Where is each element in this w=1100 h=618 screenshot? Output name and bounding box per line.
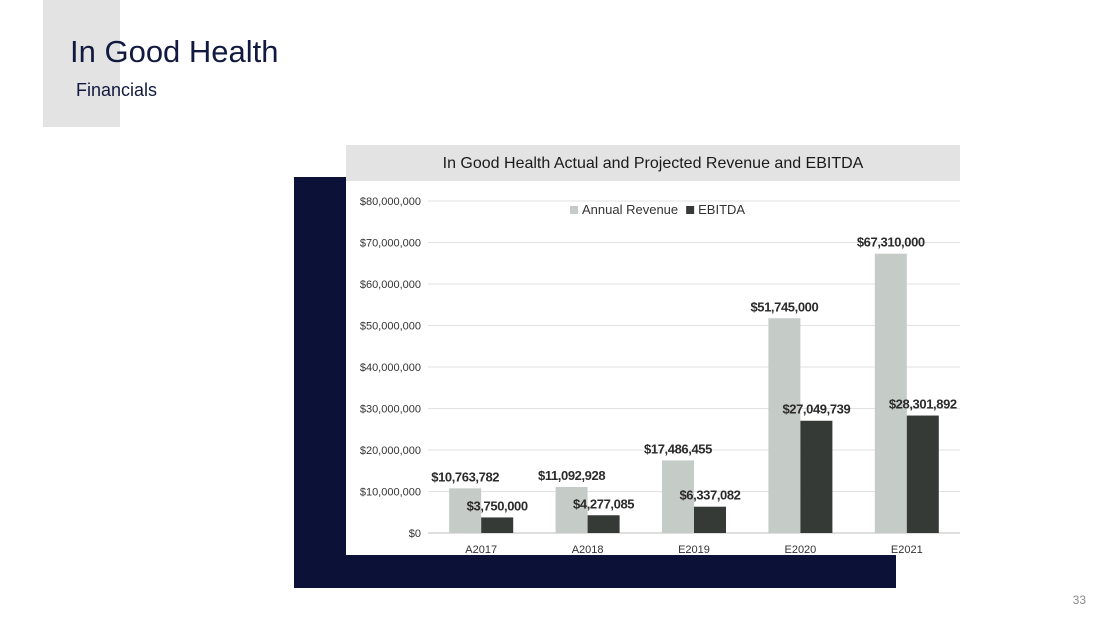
x-tick-label: A2018	[572, 544, 604, 555]
y-tick-label: $60,000,000	[360, 279, 421, 291]
ebitda-bar	[587, 515, 620, 533]
ebitda-data-label: $6,337,082	[679, 488, 740, 503]
x-tick-label: E2021	[891, 544, 923, 555]
revenue-bar	[768, 318, 801, 533]
revenue-bar	[662, 460, 694, 533]
revenue-bar	[874, 253, 907, 533]
y-tick-label: $70,000,000	[360, 238, 421, 250]
revenue-data-label: $10,763,782	[431, 469, 499, 484]
ebitda-bar	[481, 517, 514, 533]
ebitda-bar	[694, 506, 726, 533]
x-tick-label: A2017	[465, 544, 497, 555]
ebitda-data-label: $3,750,000	[467, 498, 528, 513]
title-accent-block	[43, 0, 120, 127]
revenue-bar	[449, 488, 482, 533]
ebitda-bar	[906, 415, 939, 533]
slide-title: In Good Health	[70, 34, 279, 69]
y-tick-label: $30,000,000	[360, 404, 421, 416]
revenue-data-label: $11,092,928	[538, 468, 605, 483]
legend-swatch-revenue	[570, 206, 578, 214]
page-number: 33	[1072, 593, 1086, 607]
y-tick-label: $40,000,000	[360, 362, 421, 374]
y-tick-label: $10,000,000	[360, 487, 421, 499]
y-tick-label: $20,000,000	[360, 445, 421, 457]
revenue-data-label: $51,745,000	[750, 299, 818, 314]
chart-panel: $0 $10,000,000 $20,000,000 $30,000,000 $40,0…	[346, 145, 960, 555]
slide-subtitle: Financials	[76, 80, 158, 100]
y-tick-label: $80,000,000	[360, 196, 421, 208]
ebitda-data-label: $27,049,739	[782, 402, 850, 417]
revenue-ebitda-chart: $0 $10,000,000 $20,000,000 $30,000,000 $40,0…	[360, 196, 960, 555]
revenue-bar	[555, 486, 588, 533]
ebitda-bar	[800, 420, 833, 533]
x-tick-label: E2020	[784, 544, 816, 555]
ebitda-data-label: $28,301,892	[889, 397, 957, 412]
legend-label-revenue: Annual Revenue	[582, 202, 678, 217]
x-tick-label: E2019	[678, 544, 710, 555]
chart-title: In Good Health Actual and Projected Reve…	[346, 145, 960, 181]
y-tick-label: $0	[409, 528, 421, 540]
revenue-data-label: $67,310,000	[857, 235, 925, 250]
y-tick-label: $50,000,000	[360, 321, 421, 333]
legend-swatch-ebitda	[686, 206, 695, 214]
revenue-data-label: $17,486,455	[644, 441, 712, 456]
ebitda-data-label: $4,277,085	[573, 496, 634, 511]
legend-label-ebitda: EBITDA	[698, 202, 745, 217]
